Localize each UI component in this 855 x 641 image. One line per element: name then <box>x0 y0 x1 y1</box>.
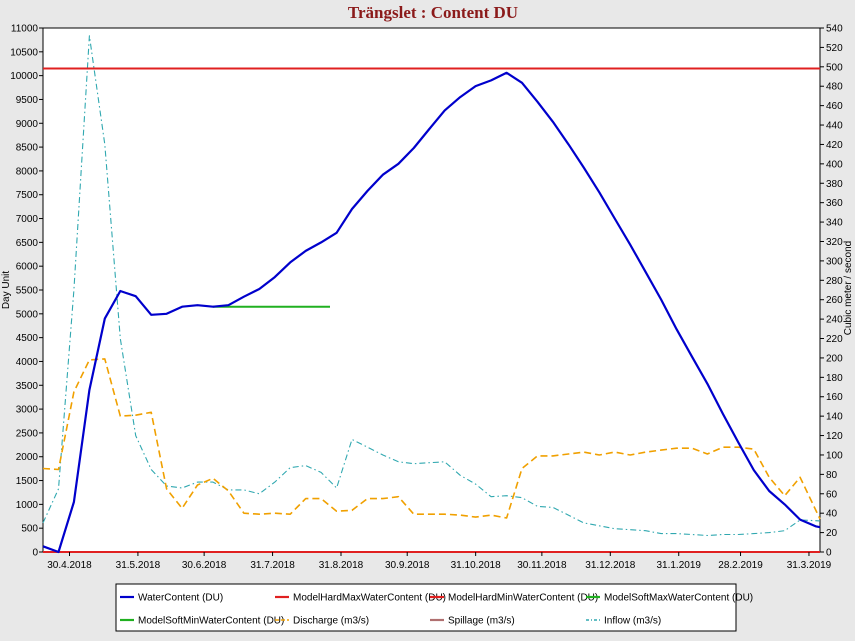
right-tick-label: 520 <box>826 43 843 54</box>
left-tick-label: 500 <box>21 524 38 535</box>
left-tick-label: 9000 <box>16 119 39 130</box>
right-tick-label: 540 <box>826 24 843 35</box>
legend-label: Inflow (m3/s) <box>604 616 661 627</box>
left-tick-label: 8000 <box>16 166 39 177</box>
right-tick-label: 220 <box>826 334 843 345</box>
chart-title: Trängslet : Content DU <box>348 3 518 22</box>
legend-label: WaterContent (DU) <box>138 593 223 604</box>
right-tick-label: 140 <box>826 412 843 423</box>
left-tick-label: 5500 <box>16 286 39 297</box>
right-tick-label: 320 <box>826 237 843 248</box>
right-tick-label: 500 <box>826 62 843 73</box>
right-tick-label: 300 <box>826 256 843 267</box>
x-tick-label: 30.6.2018 <box>182 560 227 571</box>
right-y-axis: 0 20 40 60 80 100 120 140 160 180 200 220 240 260 280 3… <box>820 24 843 559</box>
legend-label: ModelHardMinWaterContent (DU) <box>448 593 598 604</box>
right-tick-label: 120 <box>826 431 843 442</box>
series-layer <box>42 35 821 554</box>
right-tick-label: 200 <box>826 353 843 364</box>
x-tick-label: 31.12.2018 <box>585 560 635 571</box>
left-tick-label: 0 <box>32 548 38 559</box>
right-tick-label: 0 <box>826 548 832 559</box>
left-tick-label: 4000 <box>16 357 39 368</box>
left-y-axis: 0 500 1000 1500 2000 2500 3000 3500 4000 4500 5000… <box>10 24 43 559</box>
x-tick-label: 28.2.2019 <box>718 560 763 571</box>
x-tick-label: 31.5.2018 <box>116 560 161 571</box>
legend-label: Discharge (m3/s) <box>293 616 369 627</box>
left-tick-label: 7000 <box>16 214 39 225</box>
right-tick-label: 240 <box>826 315 843 326</box>
left-tick-label: 5000 <box>16 309 39 320</box>
left-tick-label: 7500 <box>16 190 39 201</box>
right-tick-label: 280 <box>826 276 843 287</box>
left-tick-label: 2000 <box>16 452 39 463</box>
x-axis: 30.4.2018 31.5.2018 30.6.2018 31.7.2018 31.8… <box>47 552 832 571</box>
left-tick-label: 6000 <box>16 262 39 273</box>
right-tick-label: 60 <box>826 489 838 500</box>
left-tick-label: 3500 <box>16 381 39 392</box>
left-tick-label: 1500 <box>16 476 39 487</box>
right-tick-label: 460 <box>826 101 843 112</box>
x-tick-label: 30.11.2018 <box>517 560 567 571</box>
legend-label: ModelSoftMaxWaterContent (DU) <box>604 593 753 604</box>
legend-label: Spillage (m3/s) <box>448 616 515 627</box>
right-tick-label: 160 <box>826 392 843 403</box>
right-tick-label: 180 <box>826 373 843 384</box>
right-tick-label: 380 <box>826 179 843 190</box>
left-axis-label: Day Unit <box>1 271 12 310</box>
x-tick-label: 31.1.2019 <box>656 560 701 571</box>
x-tick-label: 31.3.2019 <box>787 560 832 571</box>
left-tick-label: 10000 <box>10 71 38 82</box>
x-tick-label: 31.10.2018 <box>451 560 501 571</box>
left-tick-label: 3000 <box>16 405 39 416</box>
left-tick-label: 8500 <box>16 143 39 154</box>
right-tick-label: 360 <box>826 198 843 209</box>
right-tick-label: 260 <box>826 295 843 306</box>
legend-label: ModelHardMaxWaterContent (DU) <box>293 593 446 604</box>
series-line-0 <box>42 71 821 554</box>
x-tick-label: 31.8.2018 <box>319 560 364 571</box>
series-line-7 <box>42 35 821 537</box>
right-tick-label: 40 <box>826 509 838 520</box>
right-tick-label: 100 <box>826 450 843 461</box>
left-tick-label: 2500 <box>16 428 39 439</box>
legend-box <box>115 583 737 632</box>
right-tick-label: 20 <box>826 528 838 539</box>
right-tick-label: 420 <box>826 140 843 151</box>
left-tick-label: 1000 <box>16 500 39 511</box>
right-tick-label: 400 <box>826 159 843 170</box>
legend: WaterContent (DU) ModelHardMaxWaterConten… <box>120 593 753 627</box>
x-tick-label: 30.9.2018 <box>385 560 430 571</box>
right-tick-label: 440 <box>826 121 843 132</box>
right-tick-label: 80 <box>826 470 838 481</box>
left-tick-label: 11000 <box>11 24 39 35</box>
left-tick-label: 9500 <box>16 95 39 106</box>
x-tick-label: 30.4.2018 <box>47 560 92 571</box>
legend-label: ModelSoftMinWaterContent (DU) <box>138 616 284 627</box>
right-tick-label: 480 <box>826 82 843 93</box>
right-tick-label: 340 <box>826 218 843 229</box>
right-axis-label: Cubic meter / second <box>843 241 854 336</box>
left-tick-label: 4500 <box>16 333 39 344</box>
plot-area <box>42 27 821 553</box>
left-tick-label: 10500 <box>10 47 38 58</box>
left-tick-label: 6500 <box>16 238 39 249</box>
series-line-5 <box>42 358 821 520</box>
x-tick-label: 31.7.2018 <box>250 560 295 571</box>
